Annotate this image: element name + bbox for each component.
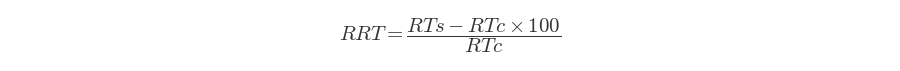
- Text: $RRT = \dfrac{RTs - RTc \times 100}{RTc}$: $RRT = \dfrac{RTs - RTc \times 100}{RTc}…: [339, 16, 561, 55]
